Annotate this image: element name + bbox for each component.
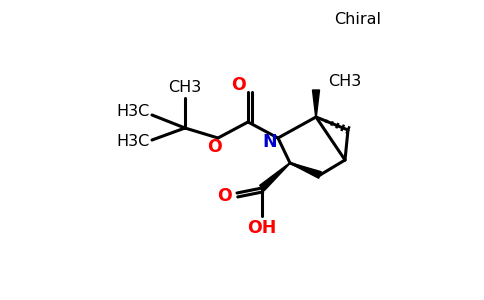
Text: O: O: [208, 138, 222, 156]
Text: CH3: CH3: [328, 74, 361, 89]
Text: Chiral: Chiral: [334, 11, 381, 26]
Polygon shape: [290, 163, 321, 178]
Text: O: O: [230, 76, 245, 94]
Text: N: N: [263, 133, 277, 151]
Polygon shape: [260, 163, 290, 190]
Text: CH3: CH3: [168, 80, 202, 95]
Text: OH: OH: [247, 219, 277, 237]
Text: H3C: H3C: [116, 134, 150, 149]
Text: H3C: H3C: [116, 104, 150, 119]
Text: O: O: [217, 187, 231, 205]
Polygon shape: [313, 90, 319, 117]
